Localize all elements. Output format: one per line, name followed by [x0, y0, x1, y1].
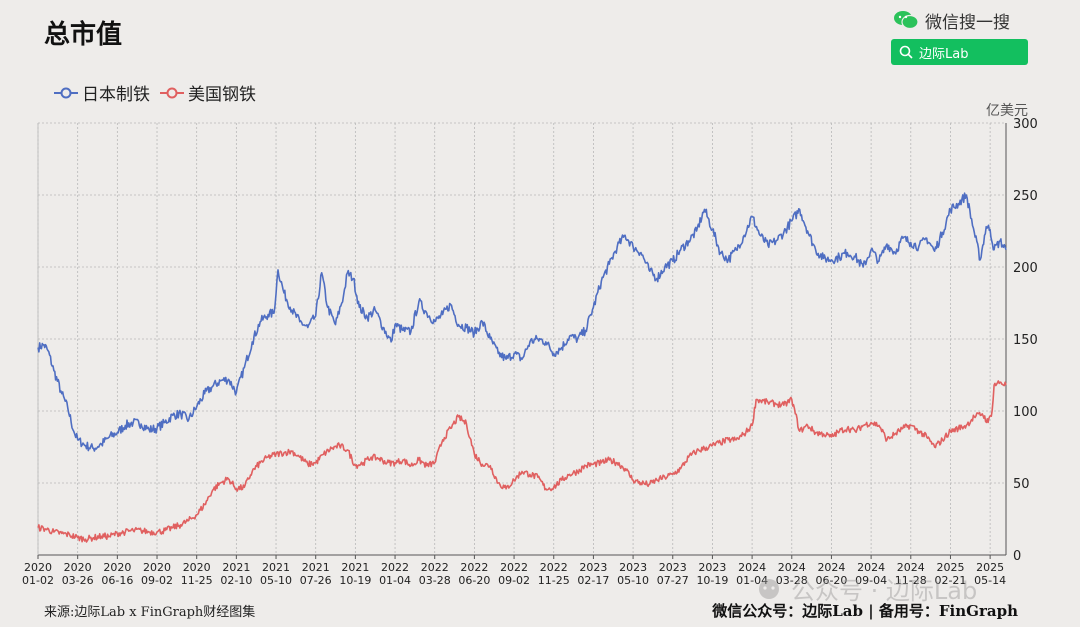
x-tick-date: 09-02 [141, 574, 173, 587]
y-tick-label: 200 [1013, 261, 1038, 276]
y-tick-label: 50 [1013, 477, 1030, 492]
legend-item-nippon: 日本制铁 [54, 80, 150, 105]
x-tick-date: 07-26 [300, 574, 332, 587]
x-tick-year: 2023 [579, 561, 607, 574]
watermark-text: 公众号 · 边际Lab [791, 577, 978, 605]
x-tick-year: 2022 [421, 561, 449, 574]
x-tick-year: 2023 [619, 561, 647, 574]
series-line-nippon-steel [37, 192, 1007, 452]
x-tick-year: 2020 [183, 561, 211, 574]
x-tick-year: 2020 [143, 561, 171, 574]
x-tick-date: 01-04 [736, 574, 768, 587]
x-tick-date: 11-25 [538, 574, 570, 587]
x-tick-date: 09-02 [498, 574, 530, 587]
x-tick-date: 05-10 [617, 574, 649, 587]
wechat-search-label: 微信搜一搜 [925, 12, 1010, 33]
x-tick-date: 06-20 [815, 574, 847, 587]
search-button-label: 边际Lab [919, 46, 969, 62]
legend-marker-nippon [54, 87, 78, 98]
x-tick-year: 2022 [500, 561, 528, 574]
x-tick-year: 2020 [64, 561, 92, 574]
legend-item-us-steel: 美国钢铁 [160, 80, 256, 105]
x-tick-date: 07-27 [657, 574, 689, 587]
source-note: 来源:边际Lab x FinGraph财经图集 [44, 605, 256, 620]
x-tick-date: 02-17 [577, 574, 609, 587]
wechat-search-link[interactable]: 微信搜一搜 [893, 8, 1010, 33]
x-tick-date: 02-21 [934, 574, 966, 587]
legend-marker-us-steel [160, 87, 184, 98]
y-tick-label: 100 [1013, 405, 1038, 420]
x-tick-year: 2022 [540, 561, 568, 574]
legend-label-nippon: 日本制铁 [82, 85, 150, 105]
series-lines [37, 192, 1007, 543]
grid-lines [37, 122, 1006, 556]
x-tick-date: 05-10 [260, 574, 292, 587]
x-tick-year: 2023 [659, 561, 687, 574]
watermark: 公众号 · 边际Lab [755, 571, 977, 606]
x-tick-date: 10-19 [696, 574, 728, 587]
x-tick-date: 09-04 [855, 574, 887, 587]
x-tick-year: 2022 [381, 561, 409, 574]
x-tick-year: 2025 [936, 561, 964, 574]
x-tick-date: 02-10 [220, 574, 252, 587]
x-tick-year: 2021 [341, 561, 369, 574]
x-tick-date: 06-20 [458, 574, 490, 587]
wechat-icon [894, 11, 919, 30]
x-tick-date: 10-19 [339, 574, 371, 587]
x-tick-year: 2025 [976, 561, 1004, 574]
x-tick-date: 01-04 [379, 574, 411, 587]
x-tick-year: 2024 [857, 561, 885, 574]
x-tick-date: 03-26 [62, 574, 94, 587]
y-tick-label: 300 [1013, 117, 1038, 132]
x-tick-date: 01-02 [22, 574, 54, 587]
wechat-official-account-icon [759, 578, 779, 599]
series-line-us-steel [37, 380, 1007, 543]
x-tick-date: 03-28 [776, 574, 808, 587]
x-tick-year: 2024 [897, 561, 925, 574]
legend-label-us-steel: 美国钢铁 [188, 85, 256, 105]
x-tick-date: 11-28 [895, 574, 927, 587]
search-icon [899, 45, 913, 59]
x-tick-date: 05-14 [974, 574, 1006, 587]
x-tick-year: 2024 [778, 561, 806, 574]
x-tick-date: 03-28 [419, 574, 451, 587]
x-tick-year: 2021 [262, 561, 290, 574]
x-tick-year: 2023 [698, 561, 726, 574]
axes [37, 123, 1007, 559]
x-tick-year: 2021 [222, 561, 250, 574]
y-axis-unit-label: 亿美元 [986, 103, 1028, 119]
x-tick-year: 2022 [460, 561, 488, 574]
x-tick-year: 2024 [817, 561, 845, 574]
tick-labels: 050100150200250300202001-02202003-262020… [22, 117, 1038, 587]
x-tick-year: 2020 [24, 561, 52, 574]
x-tick-date: 06-16 [101, 574, 133, 587]
y-tick-label: 150 [1013, 333, 1038, 348]
x-tick-year: 2024 [738, 561, 766, 574]
x-tick-year: 2020 [103, 561, 131, 574]
account-note: 微信公众号：边际Lab | 备用号：FinGraph [712, 602, 1018, 620]
y-tick-label: 250 [1013, 189, 1038, 204]
search-button[interactable]: 边际Lab [891, 39, 1028, 65]
page-title: 总市值 [44, 20, 123, 50]
x-tick-year: 2021 [302, 561, 330, 574]
x-tick-date: 11-25 [181, 574, 213, 587]
y-tick-label: 0 [1013, 549, 1021, 564]
chart-legend: 日本制铁 美国钢铁 [54, 80, 256, 105]
